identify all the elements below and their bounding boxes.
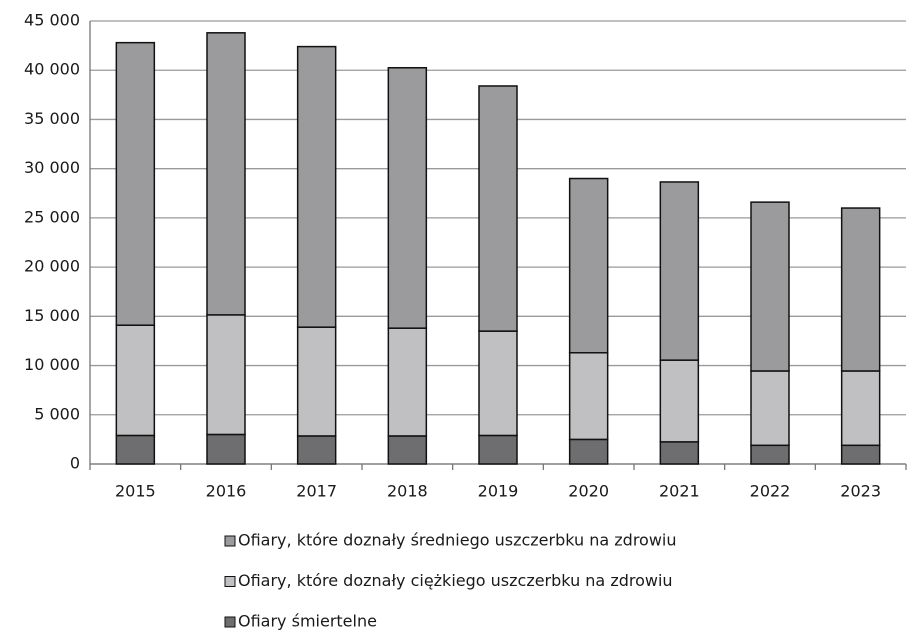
bar-segment: [387, 67, 428, 329]
legend-swatch: [224, 616, 236, 628]
x-tick-label: 2018: [387, 482, 428, 501]
bar-segment: [840, 207, 881, 372]
bar-segment: [387, 435, 428, 465]
y-tick-label: 40 000: [24, 60, 80, 79]
x-tick-label: 2019: [478, 482, 519, 501]
legend-label: Ofiary śmiertelne: [238, 612, 377, 631]
bar-segment: [115, 324, 156, 437]
y-tick-label: 25 000: [24, 207, 80, 226]
bar-segment: [750, 370, 790, 447]
bar-segment: [115, 434, 156, 465]
bar-segment: [478, 85, 518, 332]
y-tick-label: 30 000: [24, 158, 80, 177]
bar-segment: [478, 330, 518, 437]
legend-label: Ofiary, które doznały ciężkiego uszczerb…: [238, 571, 673, 590]
bar-segment: [568, 352, 609, 441]
x-tick-label: 2022: [750, 482, 791, 501]
bar-segment: [296, 435, 337, 465]
bar-segment: [659, 181, 700, 361]
y-tick-label: 5 000: [34, 404, 80, 423]
y-tick-label: 0: [70, 454, 80, 473]
bar-segment: [659, 441, 700, 465]
legend-label: Ofiary, które doznały średniego uszczerb…: [238, 531, 677, 550]
y-tick-label: 15 000: [24, 306, 80, 325]
bar-segment: [568, 177, 609, 354]
bar-segment: [206, 433, 246, 465]
y-tick-label: 35 000: [24, 109, 80, 128]
legend-swatch: [224, 535, 236, 547]
bar-segment: [840, 444, 881, 465]
x-tick-label: 2017: [296, 482, 337, 501]
bar-segment: [387, 327, 428, 437]
bar-segment: [840, 370, 881, 447]
x-tick-label: 2015: [115, 482, 156, 501]
bar-segment: [750, 201, 790, 372]
x-tick-label: 2020: [568, 482, 609, 501]
bar-segment: [296, 45, 337, 328]
bar-segment: [568, 438, 609, 465]
bar-segment: [115, 41, 156, 326]
y-tick-label: 10 000: [24, 355, 80, 374]
y-tick-label: 20 000: [24, 257, 80, 276]
bar-segment: [659, 359, 700, 443]
bar-segment: [296, 326, 337, 437]
legend-swatch: [224, 576, 236, 587]
bar-segment: [206, 32, 246, 316]
bar-segment: [478, 434, 518, 465]
x-tick-label: 2016: [206, 482, 247, 501]
y-tick-label: 45 000: [24, 11, 80, 30]
x-tick-label: 2021: [659, 482, 700, 501]
x-tick-label: 2023: [840, 482, 881, 501]
bar-segment: [206, 314, 246, 436]
bar-segment: [750, 444, 790, 465]
